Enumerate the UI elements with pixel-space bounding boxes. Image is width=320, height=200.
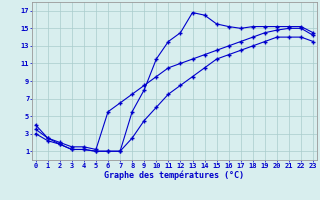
X-axis label: Graphe des températures (°C): Graphe des températures (°C) — [104, 170, 244, 180]
